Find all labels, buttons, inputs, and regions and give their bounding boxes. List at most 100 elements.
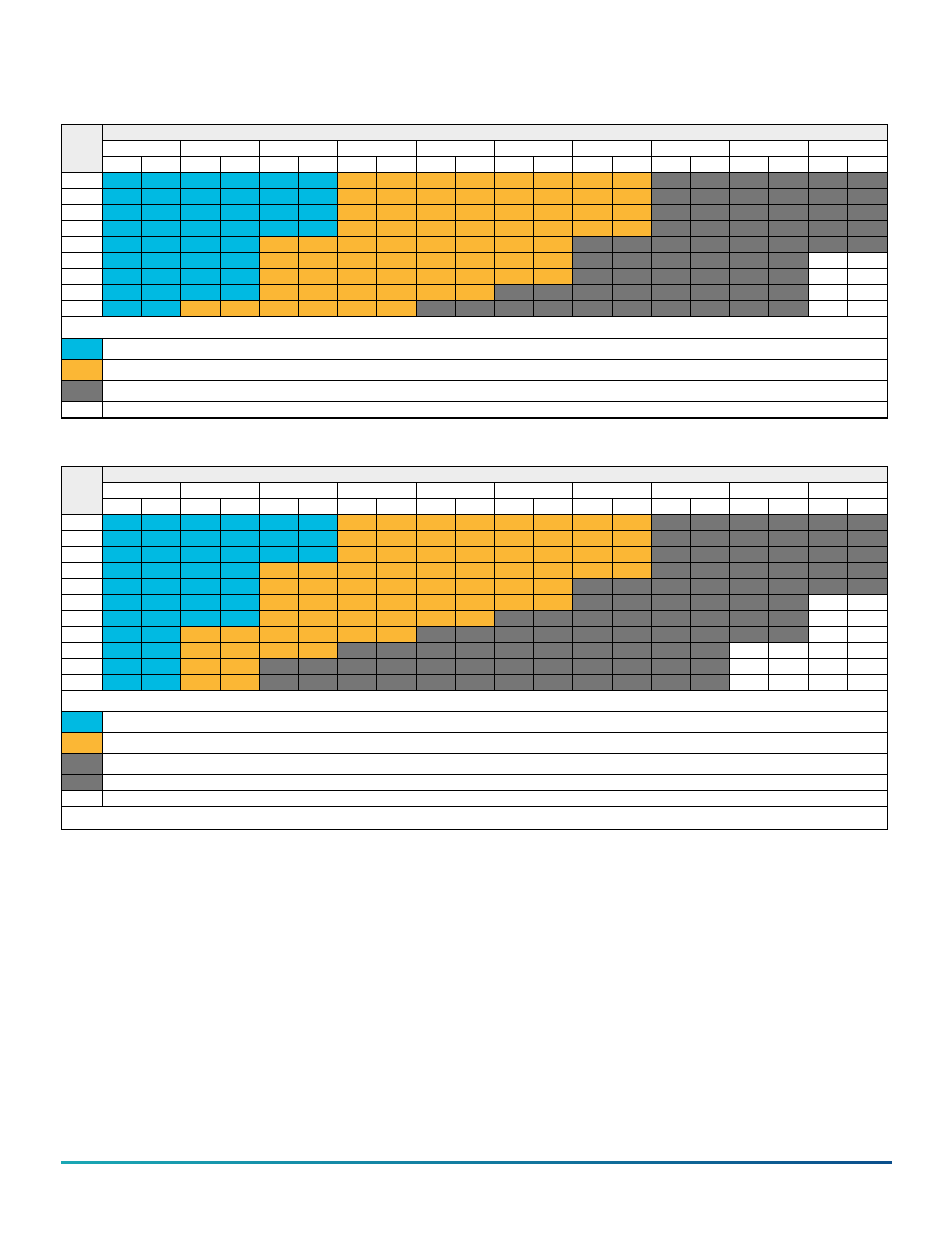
data-cell — [847, 595, 887, 611]
data-cell — [181, 205, 221, 221]
data-cell — [338, 253, 378, 269]
row-label-cell — [62, 563, 103, 579]
data-cell — [495, 301, 535, 317]
data-cell — [612, 269, 652, 285]
data-cell — [338, 301, 378, 317]
data-cell — [808, 269, 848, 285]
data-cell — [181, 611, 221, 627]
data-cell — [103, 515, 143, 531]
data-cell — [142, 253, 182, 269]
data-cell — [651, 547, 691, 563]
data-cell — [338, 659, 378, 675]
data-cell — [377, 515, 417, 531]
data-cell — [455, 189, 495, 205]
data-cell — [769, 547, 809, 563]
data-cell — [769, 675, 809, 691]
data-cell — [612, 301, 652, 317]
data-cell — [416, 547, 456, 563]
header-group-cell — [730, 141, 809, 157]
data-cell — [730, 189, 770, 205]
availability-grid-2 — [61, 466, 888, 830]
data-cell — [573, 269, 613, 285]
data-cell — [259, 611, 299, 627]
row-label-cell — [62, 627, 103, 643]
data-cell — [651, 221, 691, 237]
header-group-cell — [651, 483, 731, 499]
header-sub-cell — [142, 499, 182, 515]
header-group-cell — [651, 141, 731, 157]
data-cell — [181, 627, 221, 643]
data-cell — [847, 205, 887, 221]
data-cell — [651, 675, 691, 691]
data-cell — [691, 221, 731, 237]
data-cell — [181, 643, 221, 659]
data-cell — [142, 675, 182, 691]
header-group-cell — [495, 483, 574, 499]
data-cell — [808, 595, 848, 611]
data-cell — [573, 531, 613, 547]
data-cell — [534, 515, 574, 531]
data-cell — [534, 253, 574, 269]
data-cell — [142, 221, 182, 237]
data-cell — [573, 627, 613, 643]
data-cell — [455, 173, 495, 189]
data-cell — [691, 627, 731, 643]
header-sub-cell — [142, 157, 182, 173]
data-cell — [103, 269, 143, 285]
data-cell — [259, 675, 299, 691]
data-cell — [495, 237, 535, 253]
row-label-cell — [62, 253, 103, 269]
data-cell — [259, 643, 299, 659]
header-sub-cell — [691, 499, 731, 515]
data-cell — [808, 189, 848, 205]
data-cell — [103, 675, 143, 691]
data-cell — [455, 659, 495, 675]
data-cell — [299, 579, 339, 595]
row-label-cell — [62, 285, 103, 301]
data-cell — [534, 173, 574, 189]
data-cell — [103, 189, 143, 205]
data-cell — [534, 221, 574, 237]
data-cell — [808, 579, 848, 595]
data-cell — [495, 221, 535, 237]
data-cell — [103, 579, 143, 595]
data-cell — [455, 675, 495, 691]
data-cell — [220, 659, 260, 675]
data-cell — [220, 595, 260, 611]
data-cell — [377, 173, 417, 189]
header-sub-cell — [651, 499, 691, 515]
note-row — [62, 691, 887, 712]
data-cell — [377, 611, 417, 627]
header-group-cell — [495, 141, 574, 157]
data-cell — [730, 221, 770, 237]
data-cell — [769, 595, 809, 611]
data-cell — [808, 285, 848, 301]
data-cell — [142, 579, 182, 595]
data-cell — [416, 531, 456, 547]
data-cell — [259, 253, 299, 269]
data-cell — [416, 173, 456, 189]
data-cell — [220, 221, 260, 237]
data-cell — [299, 531, 339, 547]
data-cell — [847, 643, 887, 659]
data-cell — [259, 579, 299, 595]
data-cell — [691, 643, 731, 659]
data-cell — [377, 595, 417, 611]
data-cell — [808, 205, 848, 221]
data-cell — [534, 611, 574, 627]
row-label-cell — [62, 547, 103, 563]
data-cell — [338, 627, 378, 643]
data-cell — [495, 269, 535, 285]
data-cell — [808, 563, 848, 579]
data-cell — [534, 189, 574, 205]
header-sub-cell — [808, 157, 848, 173]
data-cell — [416, 221, 456, 237]
data-cell — [495, 611, 535, 627]
data-cell — [573, 659, 613, 675]
data-cell — [691, 659, 731, 675]
data-cell — [691, 611, 731, 627]
legend-swatch — [62, 754, 103, 775]
header-sub-cell — [338, 157, 378, 173]
data-cell — [299, 205, 339, 221]
data-cell — [455, 301, 495, 317]
